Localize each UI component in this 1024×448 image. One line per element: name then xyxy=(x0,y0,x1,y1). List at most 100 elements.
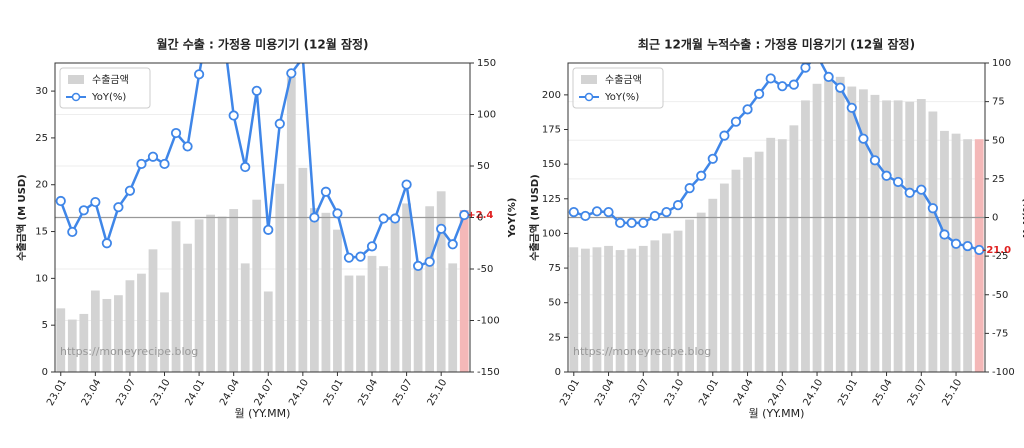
yoy-marker xyxy=(355,251,366,262)
bar xyxy=(286,77,296,372)
x-tick-label: 23.07 xyxy=(114,378,138,408)
bar xyxy=(824,78,834,372)
yoy-marker xyxy=(684,183,695,194)
y-tick-label: 50 xyxy=(548,298,561,309)
bar xyxy=(673,230,683,372)
plot xyxy=(55,18,470,372)
y-tick-label: 150 xyxy=(542,159,561,170)
bar xyxy=(847,86,857,372)
bar xyxy=(425,206,435,372)
y-tick-label: 25 xyxy=(548,332,561,343)
y-axis-label: 수출금액 (M USD) xyxy=(528,174,541,260)
yoy-marker xyxy=(823,71,834,83)
y-tick-label: 25 xyxy=(35,133,48,144)
yoy-marker xyxy=(424,256,435,267)
yoy-marker xyxy=(788,79,799,90)
bar xyxy=(67,319,77,372)
bar xyxy=(916,99,926,372)
bar xyxy=(685,219,695,372)
bar xyxy=(194,219,204,372)
yoy-marker xyxy=(568,206,579,218)
yoy-marker xyxy=(765,73,776,84)
y-tick-label: 5 xyxy=(42,320,48,331)
chart-title: 월간 수출 : 가정용 미용기기 (12월 잠정) xyxy=(156,37,368,52)
yoy-marker xyxy=(193,69,205,80)
yoy-marker xyxy=(413,260,424,272)
x-tick-label: 24.07 xyxy=(767,378,791,408)
bar xyxy=(413,266,423,372)
bar xyxy=(390,219,400,372)
bar xyxy=(708,198,718,372)
bar xyxy=(882,100,891,372)
yoy-marker xyxy=(661,206,672,218)
watermark: https://moneyrecipe.blog xyxy=(573,345,711,358)
bar xyxy=(858,89,868,372)
yoy-marker xyxy=(101,238,112,249)
yoy-marker xyxy=(55,195,66,207)
bar xyxy=(940,130,949,372)
yoy-marker xyxy=(124,185,136,196)
bar xyxy=(801,100,810,372)
y-tick-label: 20 xyxy=(35,180,48,191)
x-tick-label: 24.04 xyxy=(218,378,242,408)
yoy-marker xyxy=(904,187,915,198)
legend-swatch xyxy=(581,75,597,84)
bar xyxy=(229,209,239,372)
y2-tick-label: -100 xyxy=(477,316,500,327)
yoy-marker xyxy=(580,210,591,222)
bar xyxy=(367,255,377,372)
legend-swatch xyxy=(68,75,84,84)
bar xyxy=(928,111,938,372)
bar xyxy=(148,249,158,372)
bar xyxy=(569,247,579,372)
bar xyxy=(217,216,227,372)
bar xyxy=(402,203,411,372)
yoy-marker xyxy=(436,223,447,234)
bar xyxy=(459,210,469,372)
yoy-marker xyxy=(320,186,332,197)
yoy-marker xyxy=(835,82,846,93)
x-tick-label: 23.01 xyxy=(45,378,69,408)
yoy-marker xyxy=(649,210,660,222)
y-tick-label: 30 xyxy=(35,86,48,97)
y-axis-label: 수출금액 (M USD) xyxy=(15,174,28,260)
bar xyxy=(789,125,799,372)
bar xyxy=(252,199,262,372)
yoy-marker xyxy=(846,102,857,113)
y2-tick-label: 50 xyxy=(477,161,490,172)
yoy-marker xyxy=(719,130,730,141)
yoy-marker xyxy=(707,153,718,164)
yoy-marker xyxy=(638,217,649,229)
x-tick-label: 25.04 xyxy=(356,378,380,408)
y2-tick-label: -25 xyxy=(992,251,1008,262)
x-tick-label: 24.10 xyxy=(801,378,825,408)
y-tick-label: 200 xyxy=(542,90,561,101)
x-tick-label: 23.04 xyxy=(80,378,104,408)
bar xyxy=(662,233,671,372)
legend-marker xyxy=(71,92,81,102)
yoy-marker xyxy=(332,208,343,219)
yoy-marker xyxy=(378,213,389,224)
yoy-marker xyxy=(343,252,355,263)
bar xyxy=(102,298,112,372)
yoy-marker xyxy=(67,226,78,238)
x-tick-label: 25.04 xyxy=(871,378,895,408)
y-tick-label: 10 xyxy=(35,273,48,284)
y-tick-label: 175 xyxy=(542,125,561,136)
bar xyxy=(240,263,250,372)
bar xyxy=(79,313,89,372)
bar xyxy=(951,133,961,372)
yoy-marker xyxy=(218,18,226,26)
bar xyxy=(56,308,66,372)
bar xyxy=(743,157,752,372)
watermark: https://moneyrecipe.blog xyxy=(60,345,198,358)
yoy-marker xyxy=(366,241,378,252)
bar xyxy=(615,250,625,372)
yoy-marker xyxy=(401,179,412,190)
x-tick-label: 23.04 xyxy=(593,378,617,408)
yoy-marker xyxy=(299,54,307,62)
x-tick-label: 23.10 xyxy=(149,378,173,408)
y2-tick-label: 100 xyxy=(477,110,496,121)
yoy-marker xyxy=(858,133,869,144)
x-tick-label: 23.01 xyxy=(558,378,582,408)
